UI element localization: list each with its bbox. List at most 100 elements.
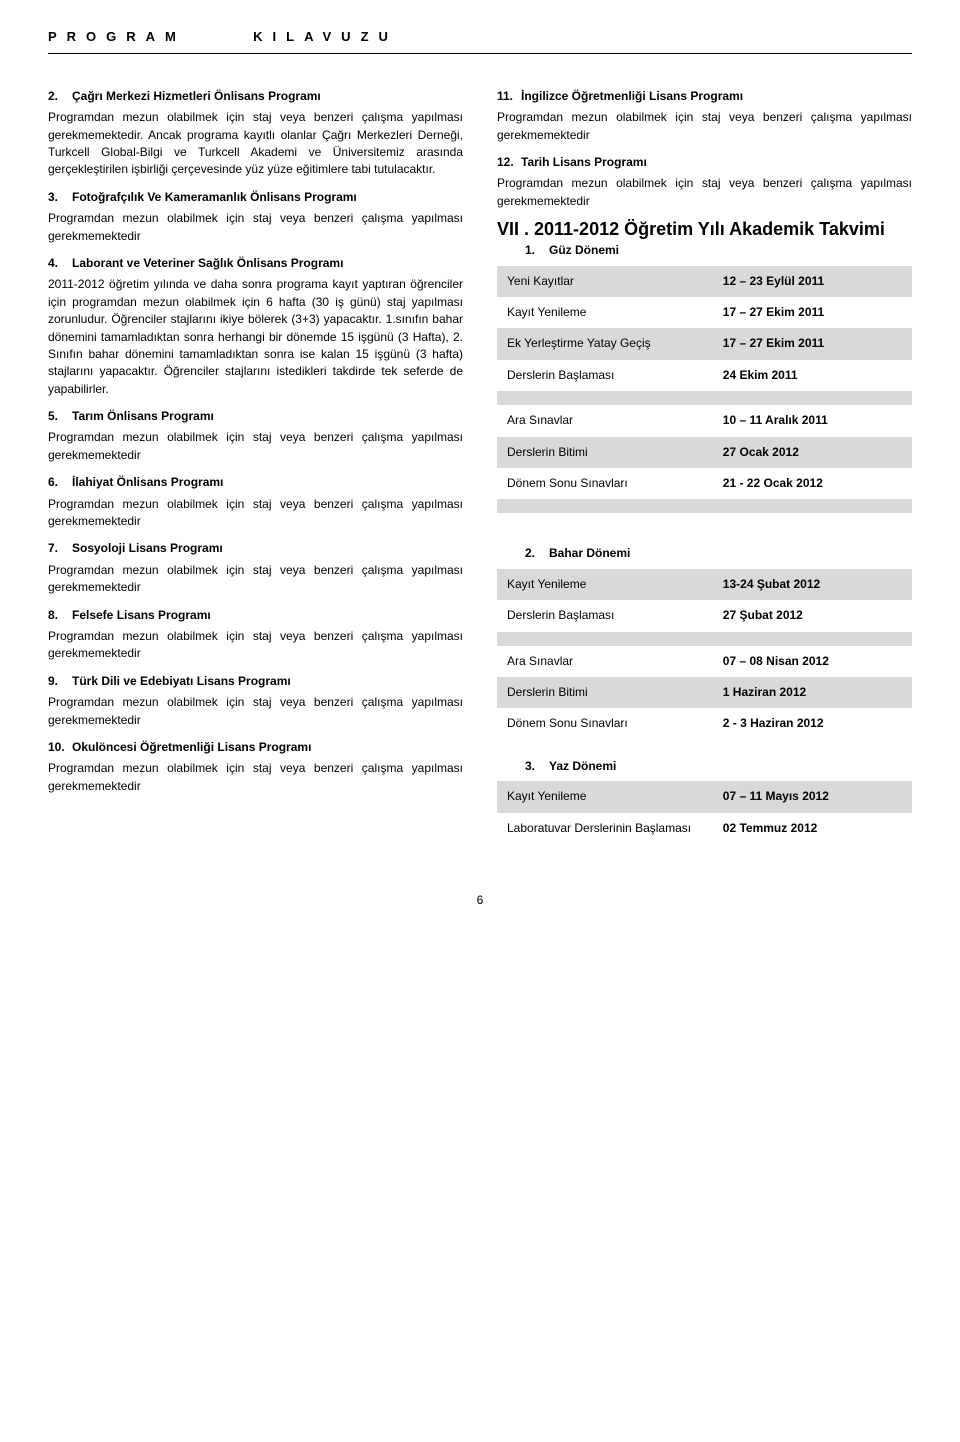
section-title: 7.Sosyoloji Lisans Programı: [48, 540, 463, 557]
section-heading: İngilizce Öğretmenliği Lisans Programı: [521, 89, 743, 103]
term-title: Güz Dönemi: [549, 243, 619, 257]
section-body: Programdan mezun olabilmek için staj vey…: [497, 175, 912, 210]
left-column: 2.Çağrı Merkezi Hizmetleri Önlisans Prog…: [48, 78, 463, 862]
calendar-row-value: 24 Ekim 2011: [713, 360, 912, 391]
calendar-row-label: Yeni Kayıtlar: [497, 266, 713, 297]
section-number: 10.: [48, 739, 72, 756]
section-body: Programdan mezun olabilmek için staj vey…: [48, 210, 463, 245]
calendar-row-value: 07 – 11 Mayıs 2012: [713, 781, 912, 812]
section-heading: Çağrı Merkezi Hizmetleri Önlisans Progra…: [72, 89, 321, 103]
table-row: Ara Sınavlar10 – 11 Aralık 2011: [497, 405, 912, 436]
calendar-row-label: Derslerin Bitimi: [497, 437, 713, 468]
calendar-row-value: 13-24 Şubat 2012: [713, 569, 912, 600]
calendar-row-value: 17 – 27 Ekim 2011: [713, 328, 912, 359]
section-number: 11.: [497, 88, 521, 105]
calendar-row-value: [713, 499, 912, 513]
page-header: PROGRAM KILAVUZU: [48, 28, 912, 54]
calendar-row-value: 07 – 08 Nisan 2012: [713, 646, 912, 677]
calendar-row-value: 17 – 27 Ekim 2011: [713, 297, 912, 328]
term-heading: 3.Yaz Dönemi: [497, 758, 912, 775]
calendar-row-label: Ek Yerleştirme Yatay Geçiş: [497, 328, 713, 359]
section-heading: Türk Dili ve Edebiyatı Lisans Programı: [72, 674, 291, 688]
table-row: Dönem Sonu Sınavları2 - 3 Haziran 2012: [497, 708, 912, 739]
section-body: Programdan mezun olabilmek için staj vey…: [48, 694, 463, 729]
calendar-heading: VII . 2011-2012 Öğretim Yılı Akademik Ta…: [497, 216, 912, 242]
calendar-row-label: Derslerin Başlaması: [497, 600, 713, 631]
section-heading: Felsefe Lisans Programı: [72, 608, 211, 622]
section-number: 6.: [48, 474, 72, 491]
section-body: 2011-2012 öğretim yılında ve daha sonra …: [48, 276, 463, 398]
table-row: Ek Yerleştirme Yatay Geçiş17 – 27 Ekim 2…: [497, 328, 912, 359]
section-title: 9.Türk Dili ve Edebiyatı Lisans Programı: [48, 673, 463, 690]
section-body: Programdan mezun olabilmek için staj vey…: [48, 109, 463, 179]
table-row: Derslerin Başlaması27 Şubat 2012: [497, 600, 912, 631]
right-column: 11.İngilizce Öğretmenliği Lisans Program…: [497, 78, 912, 862]
calendar-row-label: Dönem Sonu Sınavları: [497, 708, 713, 739]
table-row: Kayıt Yenileme13-24 Şubat 2012: [497, 569, 912, 600]
calendar-row-label: Ara Sınavlar: [497, 405, 713, 436]
content-columns: 2.Çağrı Merkezi Hizmetleri Önlisans Prog…: [48, 78, 912, 862]
section-number: 7.: [48, 540, 72, 557]
section-number: 9.: [48, 673, 72, 690]
term-title: Yaz Dönemi: [549, 759, 616, 773]
header-right: KILAVUZU: [253, 29, 398, 44]
calendar-row-label: Derslerin Başlaması: [497, 360, 713, 391]
section-heading: Fotoğrafçılık Ve Kameramanlık Önlisans P…: [72, 190, 357, 204]
section-title: 4.Laborant ve Veteriner Sağlık Önlisans …: [48, 255, 463, 272]
section-body: Programdan mezun olabilmek için staj vey…: [48, 628, 463, 663]
table-row: Dönem Sonu Sınavları21 - 22 Ocak 2012: [497, 468, 912, 499]
calendar-row-label: [497, 632, 713, 646]
calendar-row-label: [497, 513, 713, 527]
section-heading: İlahiyat Önlisans Programı: [72, 475, 223, 489]
section-title: 5.Tarım Önlisans Programı: [48, 408, 463, 425]
table-row: Derslerin Başlaması24 Ekim 2011: [497, 360, 912, 391]
calendar-row-value: [713, 632, 912, 646]
term-number: 2.: [525, 545, 549, 562]
calendar-row-value: 1 Haziran 2012: [713, 677, 912, 708]
table-row: [497, 513, 912, 527]
term-heading: 2.Bahar Dönemi: [497, 545, 912, 562]
table-row: Derslerin Bitimi27 Ocak 2012: [497, 437, 912, 468]
section-title: 10.Okulöncesi Öğretmenliği Lisans Progra…: [48, 739, 463, 756]
section-heading: Tarım Önlisans Programı: [72, 409, 214, 423]
table-row: Derslerin Bitimi1 Haziran 2012: [497, 677, 912, 708]
calendar-row-value: 12 – 23 Eylül 2011: [713, 266, 912, 297]
section-heading: Tarih Lisans Programı: [521, 155, 647, 169]
calendar-row-value: 27 Ocak 2012: [713, 437, 912, 468]
section-body: Programdan mezun olabilmek için staj vey…: [48, 562, 463, 597]
section-number: 12.: [497, 154, 521, 171]
table-row: [497, 499, 912, 513]
section-title: 11.İngilizce Öğretmenliği Lisans Program…: [497, 88, 912, 105]
section-title: 3.Fotoğrafçılık Ve Kameramanlık Önlisans…: [48, 189, 463, 206]
section-body: Programdan mezun olabilmek için staj vey…: [48, 429, 463, 464]
section-number: 5.: [48, 408, 72, 425]
header-left: PROGRAM: [48, 29, 186, 44]
table-row: Kayıt Yenileme17 – 27 Ekim 2011: [497, 297, 912, 328]
calendar-row-value: [713, 391, 912, 405]
table-row: [497, 391, 912, 405]
term-number: 3.: [525, 758, 549, 775]
calendar-table: Kayıt Yenileme07 – 11 Mayıs 2012Laboratu…: [497, 781, 912, 844]
table-row: Laboratuvar Derslerinin Başlaması02 Temm…: [497, 813, 912, 844]
table-row: [497, 632, 912, 646]
section-number: 3.: [48, 189, 72, 206]
term-number: 1.: [525, 242, 549, 259]
calendar-row-value: 21 - 22 Ocak 2012: [713, 468, 912, 499]
calendar-row-label: Dönem Sonu Sınavları: [497, 468, 713, 499]
calendar-row-label: Laboratuvar Derslerinin Başlaması: [497, 813, 713, 844]
calendar-row-label: Derslerin Bitimi: [497, 677, 713, 708]
section-number: 4.: [48, 255, 72, 272]
section-number: 2.: [48, 88, 72, 105]
section-body: Programdan mezun olabilmek için staj vey…: [48, 496, 463, 531]
page-number: 6: [48, 892, 912, 909]
calendar-row-label: [497, 499, 713, 513]
calendar-row-label: Kayıt Yenileme: [497, 297, 713, 328]
calendar-row-value: 27 Şubat 2012: [713, 600, 912, 631]
section-title: 6.İlahiyat Önlisans Programı: [48, 474, 463, 491]
section-heading: Laborant ve Veteriner Sağlık Önlisans Pr…: [72, 256, 343, 270]
section-heading: Okulöncesi Öğretmenliği Lisans Programı: [72, 740, 311, 754]
calendar-table: Kayıt Yenileme13-24 Şubat 2012Derslerin …: [497, 569, 912, 740]
table-row: Yeni Kayıtlar12 – 23 Eylül 2011: [497, 266, 912, 297]
calendar-row-value: 2 - 3 Haziran 2012: [713, 708, 912, 739]
calendar-row-label: Kayıt Yenileme: [497, 569, 713, 600]
